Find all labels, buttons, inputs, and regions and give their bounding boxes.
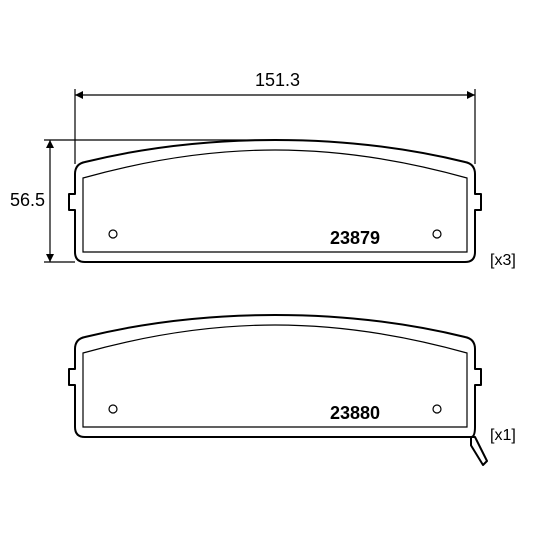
quantity-label-2: [x1] — [490, 427, 516, 445]
part-number-1: 23879 — [330, 228, 380, 249]
quantity-label-1: [x3] — [490, 252, 516, 270]
height-dimension-label: 56.5 — [10, 190, 45, 211]
part-number-2: 23880 — [330, 403, 380, 424]
width-dimension-label: 151.3 — [255, 70, 300, 91]
